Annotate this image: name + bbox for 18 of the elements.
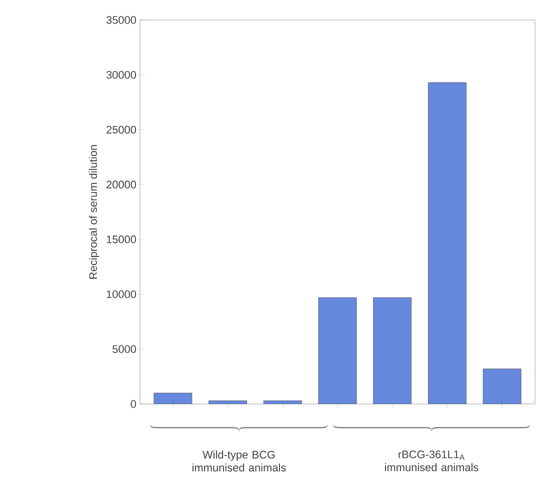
bar (154, 392, 192, 404)
y-tick-label: 35000 (106, 16, 136, 24)
text: Wild-type BCG immunised animals (192, 450, 286, 472)
bar (482, 368, 522, 404)
bar (208, 400, 247, 404)
y-tick-label: 15000 (106, 236, 136, 244)
bar (373, 297, 412, 404)
y-tick-label: 10000 (106, 290, 136, 298)
bar (428, 82, 466, 404)
bar (263, 400, 302, 404)
y-tick-label: 25000 (106, 126, 136, 134)
y-tick-label: 0 (130, 400, 136, 408)
text: rBCG-361L1$_{A}$ immunised animals (385, 450, 478, 472)
y-tick-label: 20000 (106, 180, 136, 188)
bar (318, 297, 357, 404)
y-tick-label: 5000 (112, 345, 136, 354)
y-tick-label: 30000 (106, 70, 136, 79)
y-axis-title: Reciprocal of serum dilution (88, 145, 100, 279)
